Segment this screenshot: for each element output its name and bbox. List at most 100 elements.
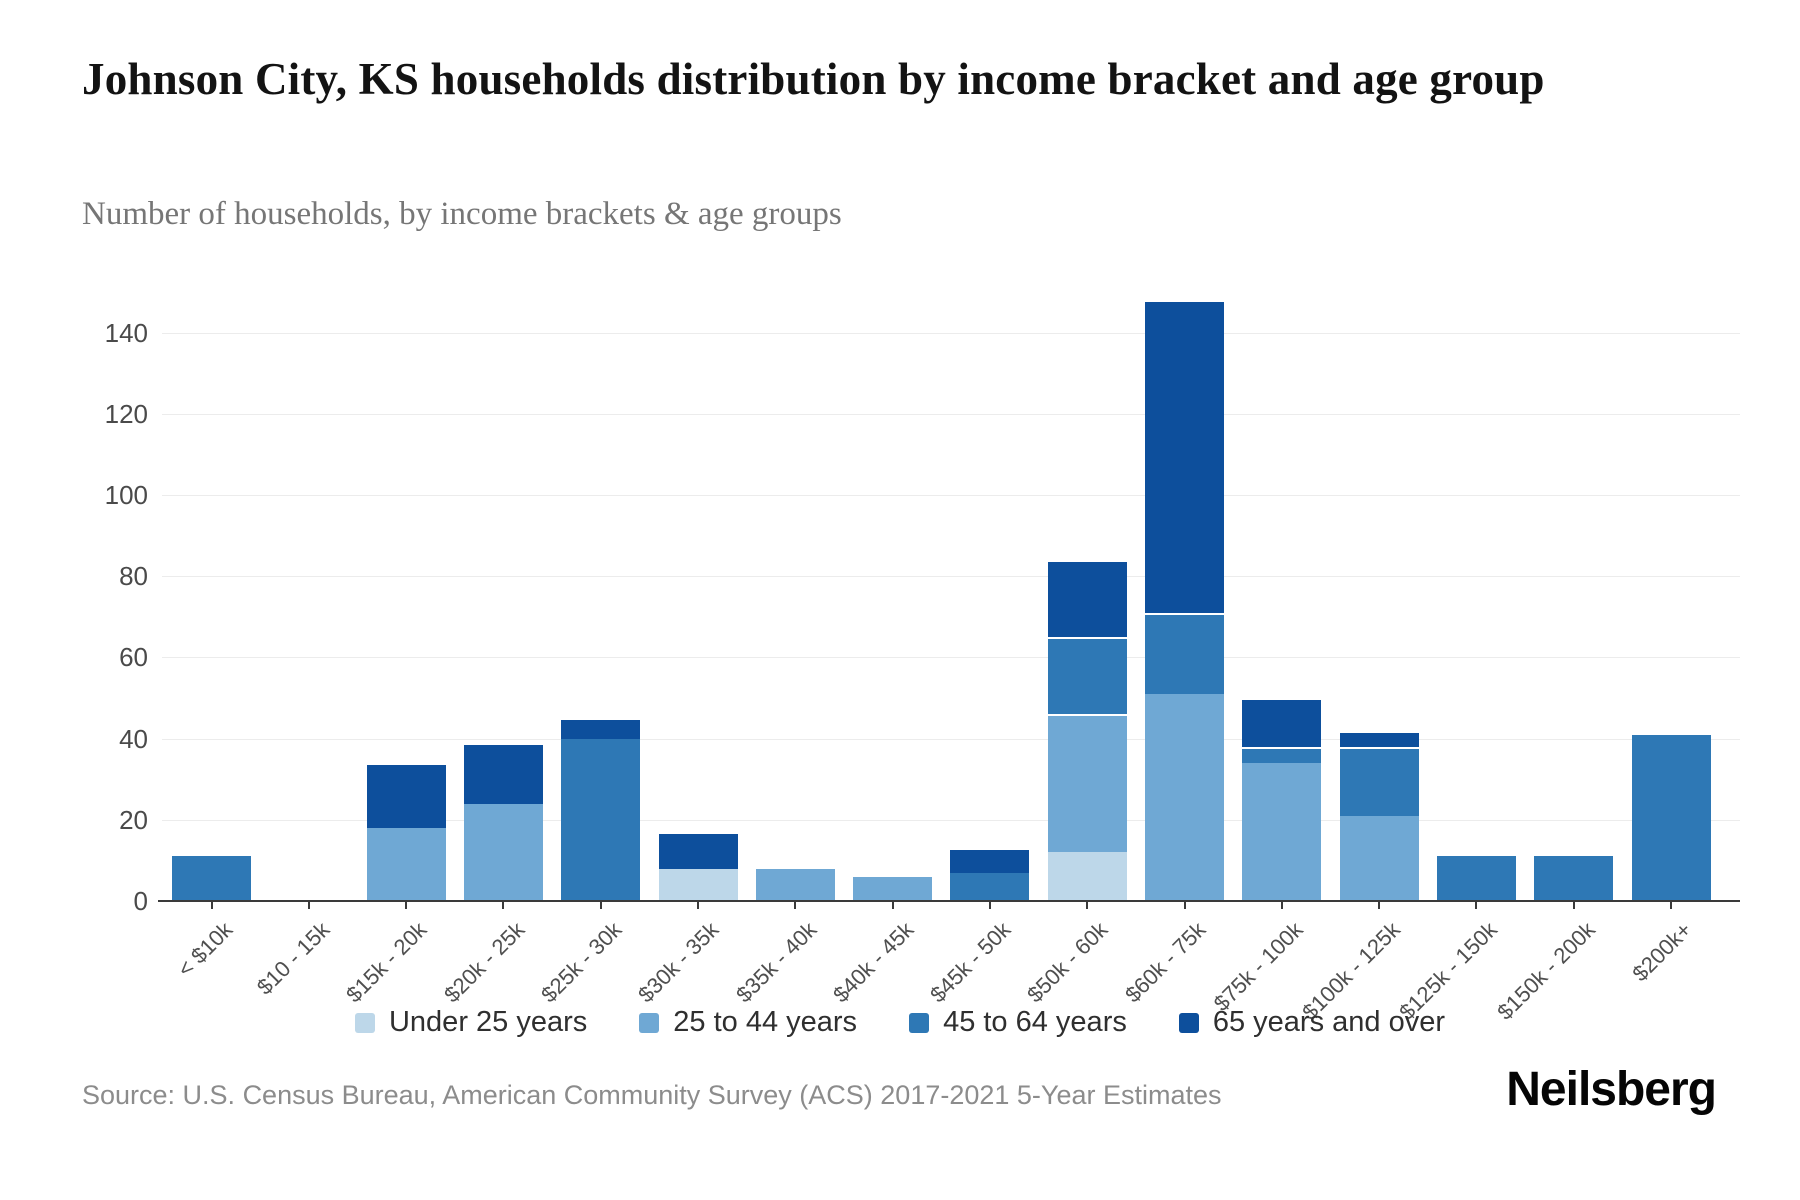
bar-column xyxy=(1047,255,1127,901)
bar-segment-45-to-64-years xyxy=(561,738,641,901)
gridline-20 xyxy=(162,819,1740,821)
x-tick-label: $45k - 50k xyxy=(925,917,1016,1008)
legend-label: 25 to 44 years xyxy=(673,1006,858,1038)
bar-segment-under-25-years xyxy=(1047,852,1127,901)
x-tick-label: $10 - 15k xyxy=(251,917,335,1000)
bar-column xyxy=(1631,255,1711,901)
bar-column xyxy=(172,255,251,901)
bar-segment-65-years-and-over xyxy=(1145,300,1224,613)
gridline-40 xyxy=(162,738,1740,740)
bar-column xyxy=(1242,255,1322,901)
y-tick-label: 120 xyxy=(104,398,148,429)
bar-segment-25-to-44-years xyxy=(1339,815,1419,901)
neilsberg-logo: Neilsberg xyxy=(1506,1063,1717,1116)
bar-column xyxy=(755,255,835,901)
x-tick-label: $15k - 20k xyxy=(341,917,432,1008)
bar-column xyxy=(1534,255,1614,901)
x-tick xyxy=(599,902,602,909)
legend-swatch xyxy=(909,1012,930,1033)
y-tick-label: 40 xyxy=(119,723,148,754)
bar-segment-65-years-and-over xyxy=(1047,560,1127,638)
bar-segment-65-years-and-over xyxy=(950,848,1030,873)
bar-segment-45-to-64-years xyxy=(1436,856,1516,901)
x-tick xyxy=(210,902,213,909)
gridline-100 xyxy=(162,495,1740,496)
x-tick xyxy=(1378,902,1381,909)
bar-column xyxy=(366,255,446,901)
x-tick-label: $75k - 100k xyxy=(1208,917,1308,1016)
bar-segment-45-to-64-years xyxy=(1242,746,1322,763)
x-tick xyxy=(794,902,797,909)
x-tick xyxy=(307,902,310,909)
y-tick-label: 20 xyxy=(119,804,148,835)
chart-title: Johnson City, KS households distribution… xyxy=(82,54,1545,104)
legend-label: 65 years and over xyxy=(1212,1006,1446,1038)
x-tick-label: $25k - 30k xyxy=(536,917,627,1008)
source-text: Source: U.S. Census Bureau, American Com… xyxy=(82,1080,1222,1110)
bar-segment-45-to-64-years xyxy=(1339,746,1419,816)
bar-segment-45-to-64-years xyxy=(1145,612,1224,694)
x-tick xyxy=(1572,902,1575,909)
plot-area: 0 20 40 60 80 100 120 140 < $10k $10 - 15k $15k - … xyxy=(0,255,1800,1025)
gridline-60 xyxy=(162,657,1740,659)
x-tick-label: $20k - 25k xyxy=(438,917,530,1008)
y-tick-label: 100 xyxy=(104,480,148,510)
bar-column xyxy=(950,255,1030,901)
legend-label: Under 25 years xyxy=(388,1006,588,1038)
bar-segment-65-years-and-over xyxy=(1242,698,1322,747)
bar-segment-25-to-44-years xyxy=(853,876,933,901)
bar-segment-45-to-64-years xyxy=(1534,856,1614,901)
legend-swatch xyxy=(1178,1012,1199,1033)
bar-column xyxy=(561,255,641,901)
bar-segment-under-25-years xyxy=(658,868,738,901)
bar-segment-25-to-44-years xyxy=(1145,693,1224,901)
bar-segment-45-to-64-years xyxy=(1631,734,1711,901)
x-tick xyxy=(891,902,894,909)
y-tick-label: 0 xyxy=(133,886,148,916)
x-tick xyxy=(502,902,505,909)
x-tick-label: $40k - 45k xyxy=(827,917,919,1008)
legend: Under 25 years 25 to 44 years 45 to 64 yea… xyxy=(0,1006,1800,1039)
x-tick-label: $35k - 40k xyxy=(730,917,821,1008)
bar-column xyxy=(463,255,543,901)
x-tick xyxy=(697,902,699,909)
x-tick-label: $60k - 75k xyxy=(1119,917,1211,1008)
x-tick xyxy=(405,902,408,909)
y-tick-label: 80 xyxy=(119,561,148,592)
chart-subtitle: Number of households, by income brackets… xyxy=(82,196,842,232)
bar-segment-45-to-64-years xyxy=(172,856,251,901)
x-tick xyxy=(1475,902,1478,909)
bar-segment-25-to-44-years xyxy=(463,803,543,901)
legend-item: 65 years and over xyxy=(1178,1006,1446,1039)
x-tick-label: $200k+ xyxy=(1627,917,1697,987)
bar-column xyxy=(1436,255,1516,901)
x-tick xyxy=(988,902,991,909)
x-tick xyxy=(1183,902,1186,909)
legend-item: Under 25 years xyxy=(354,1006,588,1039)
bar-segment-25-to-44-years xyxy=(1242,762,1322,901)
bar-segment-65-years-and-over xyxy=(1339,730,1419,747)
x-axis-line xyxy=(158,900,1740,902)
y-tick-label: 60 xyxy=(119,642,148,673)
gridline-80 xyxy=(162,576,1740,578)
gridline-140 xyxy=(162,332,1740,334)
bar-column xyxy=(853,255,933,901)
bar-segment-65-years-and-over xyxy=(463,742,543,804)
x-tick-label: < $10k xyxy=(172,917,238,982)
x-tick-label: $50k - 60k xyxy=(1022,917,1113,1008)
x-tick-label: $30k - 35k xyxy=(633,917,724,1008)
bar-segment-65-years-and-over xyxy=(366,762,446,828)
bar-segment-25-to-44-years xyxy=(1047,714,1127,853)
y-tick-label: 140 xyxy=(104,317,148,348)
bar-column xyxy=(658,255,738,901)
legend-item: 45 to 64 years xyxy=(909,1006,1127,1039)
bar-segment-45-to-64-years xyxy=(1047,637,1127,715)
bar-column xyxy=(1339,255,1419,901)
legend-item: 25 to 44 years xyxy=(639,1006,857,1039)
bar-segment-45-to-64-years xyxy=(950,872,1030,901)
bar-segment-25-to-44-years xyxy=(366,827,446,901)
legend-label: 45 to 64 years xyxy=(943,1006,1127,1038)
bar-column xyxy=(269,255,348,901)
legend-swatch xyxy=(354,1012,375,1033)
